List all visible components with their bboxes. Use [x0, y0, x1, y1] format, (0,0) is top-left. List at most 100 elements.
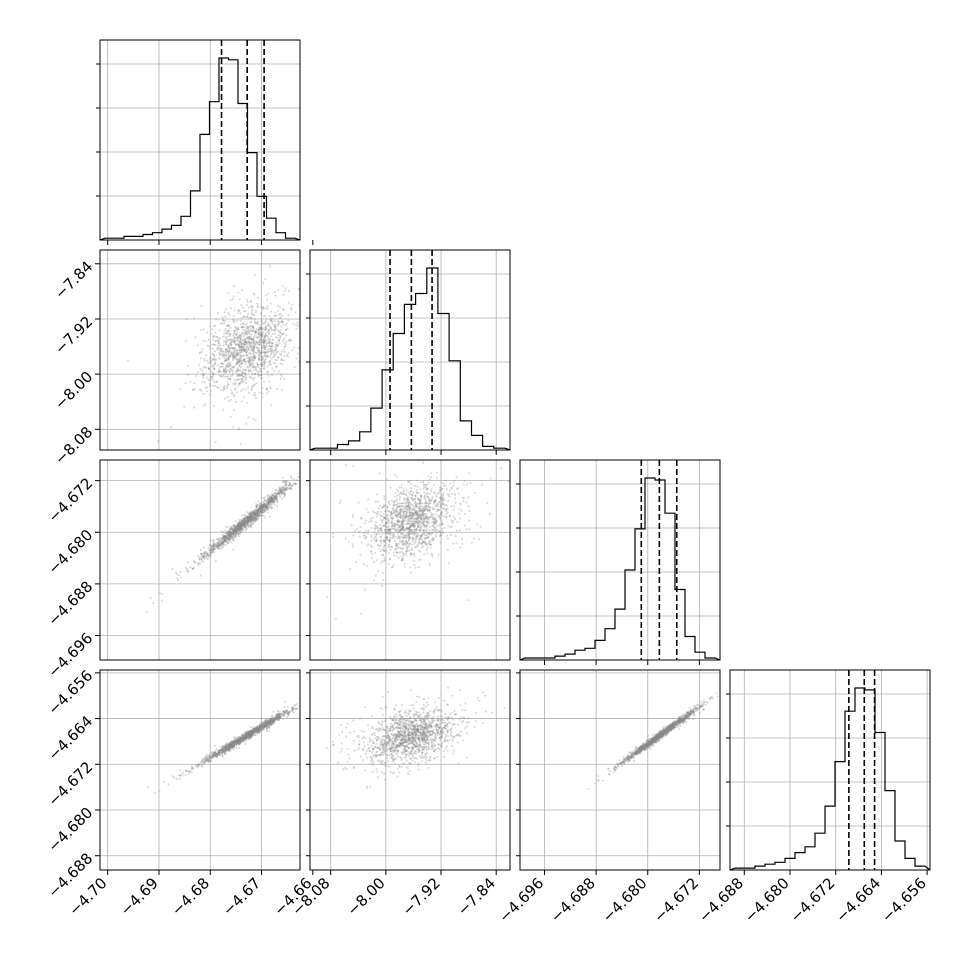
sample-point: [203, 359, 206, 362]
sample-point: [430, 512, 433, 515]
sample-point: [405, 540, 408, 542]
sample-point: [237, 524, 240, 527]
sample-point: [421, 533, 424, 536]
sample-point: [416, 497, 419, 500]
sample-point: [414, 511, 417, 514]
sample-point: [266, 503, 269, 506]
sample-point: [270, 319, 272, 322]
sample-point: [274, 496, 277, 499]
sample-point: [424, 536, 427, 539]
sample-point: [239, 339, 242, 342]
sample-point: [244, 520, 247, 523]
sample-point: [260, 365, 263, 368]
sample-point: [276, 305, 279, 308]
sample-point: [427, 510, 429, 512]
sample-point: [239, 336, 242, 339]
sample-point: [463, 524, 466, 527]
sample-point: [439, 541, 442, 544]
sample-point: [288, 290, 290, 292]
sample-point: [419, 537, 422, 540]
sample-point: [260, 344, 263, 347]
sample-point: [254, 372, 257, 375]
sample-point: [263, 340, 266, 342]
sample-point: [406, 528, 409, 531]
sample-point: [415, 514, 417, 516]
sample-point: [268, 500, 271, 503]
sample-point: [393, 500, 396, 503]
sample-point: [268, 344, 271, 347]
sample-point: [285, 334, 288, 336]
sample-point: [258, 725, 261, 728]
sample-point: [245, 520, 248, 523]
sample-point: [281, 333, 284, 336]
sample-point: [352, 515, 354, 518]
sample-point: [422, 545, 425, 548]
sample-point: [399, 507, 402, 510]
sample-point: [252, 314, 255, 316]
sample-point: [229, 529, 232, 532]
sample-point: [388, 531, 391, 534]
sample-point: [405, 549, 408, 552]
sample-point: [407, 497, 410, 500]
sample-point: [240, 527, 243, 529]
sample-point: [251, 325, 254, 328]
sample-point: [256, 305, 259, 308]
sample-point: [249, 733, 252, 736]
sample-point: [239, 525, 242, 527]
sample-point: [422, 523, 424, 526]
sample-point: [273, 330, 276, 333]
sample-point: [251, 385, 254, 388]
sample-point: [200, 329, 203, 331]
sample-point: [271, 506, 274, 509]
sample-point: [409, 525, 412, 527]
sample-point: [426, 509, 429, 512]
sample-point: [224, 538, 227, 541]
sample-point: [402, 547, 405, 550]
sample-point: [382, 506, 385, 509]
sample-point: [237, 742, 240, 744]
sample-point: [275, 717, 278, 720]
sample-point: [229, 532, 232, 535]
sample-point: [283, 714, 286, 717]
sample-point: [352, 465, 355, 468]
sample-point: [241, 379, 244, 382]
sample-point: [407, 480, 410, 483]
sample-point: [452, 509, 455, 511]
sample-point: [405, 523, 407, 526]
sample-point: [390, 511, 392, 514]
sample-point: [253, 320, 256, 323]
sample-point: [267, 720, 270, 723]
sample-point: [224, 743, 227, 746]
sample-point: [294, 311, 297, 314]
sample-point: [239, 312, 242, 315]
sample-point: [265, 504, 268, 507]
sample-point: [376, 510, 379, 513]
sample-point: [243, 522, 246, 525]
sample-point: [246, 515, 249, 518]
sample-point: [259, 351, 262, 354]
sample-point: [383, 539, 386, 542]
sample-point: [201, 380, 204, 383]
sample-point: [220, 542, 223, 545]
sample-point: [267, 501, 270, 504]
sample-point: [261, 356, 264, 359]
sample-point: [244, 517, 246, 519]
sample-point: [202, 546, 205, 549]
sample-point: [233, 529, 236, 532]
sample-point: [239, 741, 242, 744]
sample-point: [240, 323, 243, 326]
sample-point: [247, 734, 250, 737]
sample-point: [265, 506, 268, 509]
sample-point: [249, 735, 252, 738]
sample-point: [267, 727, 270, 730]
sample-point: [452, 542, 454, 545]
sample-point: [244, 735, 247, 738]
sample-point: [272, 495, 275, 497]
sample-point: [229, 744, 232, 747]
sample-point: [232, 744, 235, 747]
sample-point: [348, 437, 350, 439]
sample-point: [267, 322, 270, 325]
sample-point: [394, 529, 397, 532]
sample-point: [212, 753, 215, 756]
sample-point: [384, 537, 387, 540]
